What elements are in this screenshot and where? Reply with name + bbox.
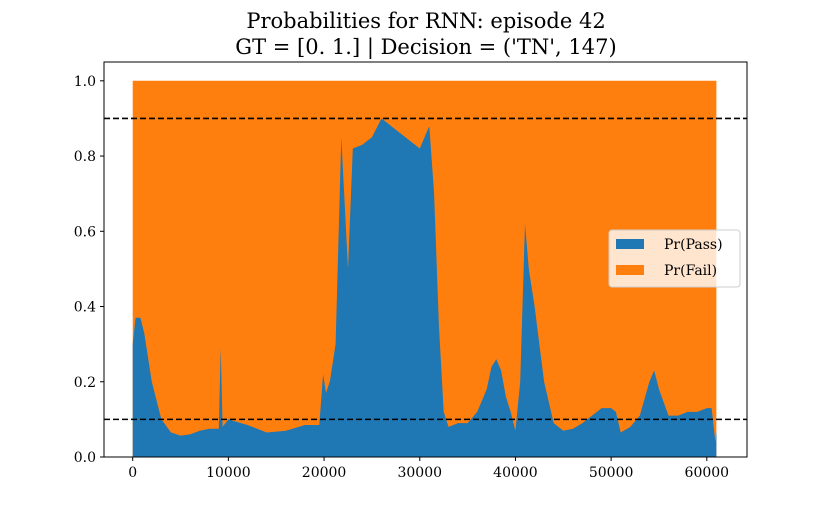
chart-title-line2: GT = [0. 1.] | Decision = ('TN', 147): [235, 35, 616, 60]
x-tick-label: 0: [128, 465, 137, 481]
pass-area: [132, 118, 717, 458]
legend: Pr(Pass) Pr(Fail): [608, 229, 741, 288]
legend-label-fail: Pr(Fail): [664, 263, 717, 279]
y-tick-label: 0.4: [74, 300, 96, 316]
legend-swatch-pass: [616, 239, 644, 249]
threshold-lines: [104, 117, 747, 421]
plot-area: [132, 80, 717, 458]
y-tick-label: 1.0: [74, 74, 96, 90]
chart-title-line1: Probabilities for RNN: episode 42: [246, 9, 605, 33]
x-tick-label: 50000: [589, 465, 634, 481]
y-tick-label: 0.0: [74, 450, 96, 466]
x-tick-label: 30000: [397, 465, 442, 481]
x-tick-label: 10000: [206, 465, 251, 481]
x-tick-label: 20000: [302, 465, 347, 481]
x-tick-label: 60000: [685, 465, 730, 481]
y-axis-ticks: 0.0 0.2 0.4 0.6 0.8 1.0: [74, 74, 104, 466]
y-tick-label: 0.8: [74, 149, 96, 165]
y-tick-label: 0.6: [74, 224, 96, 240]
legend-label-pass: Pr(Pass): [664, 237, 723, 253]
x-tick-label: 40000: [493, 465, 538, 481]
axes-frame: [103, 61, 748, 458]
y-tick-label: 0.2: [74, 375, 96, 391]
legend-swatch-fail: [616, 265, 644, 275]
x-axis-ticks: 0 10000 20000 30000 40000 50000 60000: [128, 457, 729, 481]
